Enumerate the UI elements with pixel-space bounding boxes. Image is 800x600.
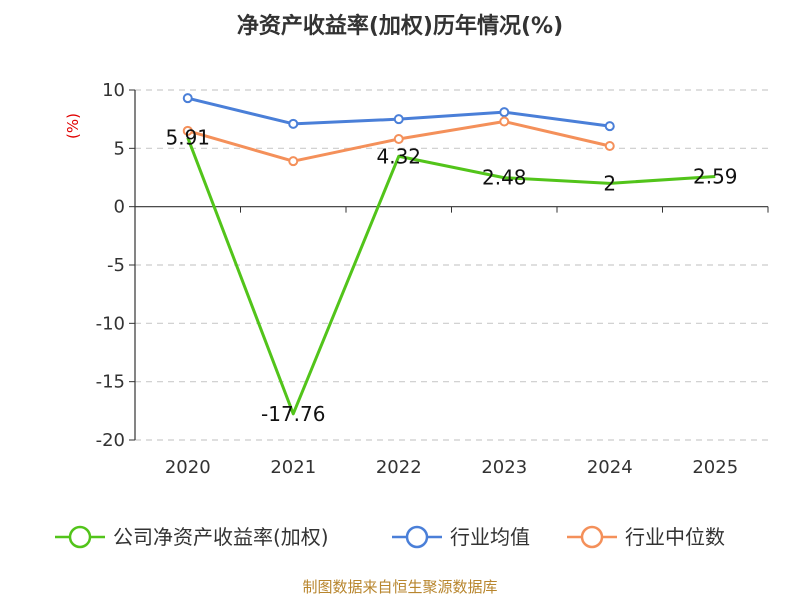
x-tick-label-2023: 2023 — [481, 457, 527, 478]
y-tick-label-10: 10 — [102, 80, 125, 101]
gridlines — [129, 89, 768, 441]
x-tick-label-2020: 2020 — [165, 457, 211, 478]
series-point-2-0 — [182, 125, 193, 136]
legend-marker-0 — [68, 525, 92, 549]
legend-marker-1 — [405, 525, 429, 549]
chart-title: 净资产收益率(加权)历年情况(%) — [237, 13, 563, 39]
axes — [134, 90, 769, 440]
series-point-2-3 — [499, 116, 510, 127]
y-tick-labels: 10 5 0 -5 -10 -15 -20 — [96, 80, 125, 451]
data-label-2022: 4.32 — [376, 144, 421, 168]
series-point-1-1 — [288, 118, 299, 129]
data-source-note: 制图数据来自恒生聚源数据库 — [302, 578, 497, 596]
legend: 公司净资产收益率(加权) 行业均值 行业中位数 — [55, 525, 725, 549]
x-tick-label-2025: 2025 — [692, 457, 738, 478]
legend-label-2: 行业中位数 — [625, 525, 725, 549]
x-tick-labels: 2020 2021 2022 2023 2024 2025 — [165, 457, 738, 478]
legend-label-1: 行业均值 — [450, 525, 530, 549]
series-line-0 — [186, 137, 716, 416]
data-label-2025: 2.59 — [693, 164, 738, 188]
x-tick-label-2022: 2022 — [376, 457, 422, 478]
series-lines — [182, 93, 716, 416]
data-label-2020: 5.91 — [165, 126, 210, 150]
data-label-2021: -17.76 — [261, 402, 325, 426]
x-tick-label-2021: 2021 — [270, 457, 316, 478]
series-point-1-0 — [182, 93, 193, 104]
y-tick-label--5: -5 — [107, 255, 125, 276]
y-tick-label--20: -20 — [96, 430, 125, 451]
data-label-2023: 2.48 — [482, 166, 527, 190]
series-point-2-4 — [604, 141, 615, 151]
series-point-1-2 — [393, 114, 404, 125]
y-tick-label--10: -10 — [96, 313, 125, 334]
y-tick-label--15: -15 — [96, 372, 125, 393]
data-labels: 5.91 -17.76 4.32 2.48 2 2.59 — [165, 126, 737, 426]
data-label-2024: 2 — [603, 171, 616, 195]
x-tick-label-2024: 2024 — [587, 457, 633, 478]
legend-label-0: 公司净资产收益率(加权) — [113, 525, 329, 549]
series-point-1-4 — [604, 121, 615, 132]
legend-marker-2 — [580, 525, 604, 549]
series-point-2-1 — [288, 156, 299, 167]
y-axis-label: (%) — [64, 113, 82, 139]
series-point-2-2 — [393, 134, 404, 144]
y-tick-label-0: 0 — [114, 197, 125, 218]
series-point-1-3 — [499, 107, 510, 118]
y-tick-label-5: 5 — [114, 138, 125, 159]
